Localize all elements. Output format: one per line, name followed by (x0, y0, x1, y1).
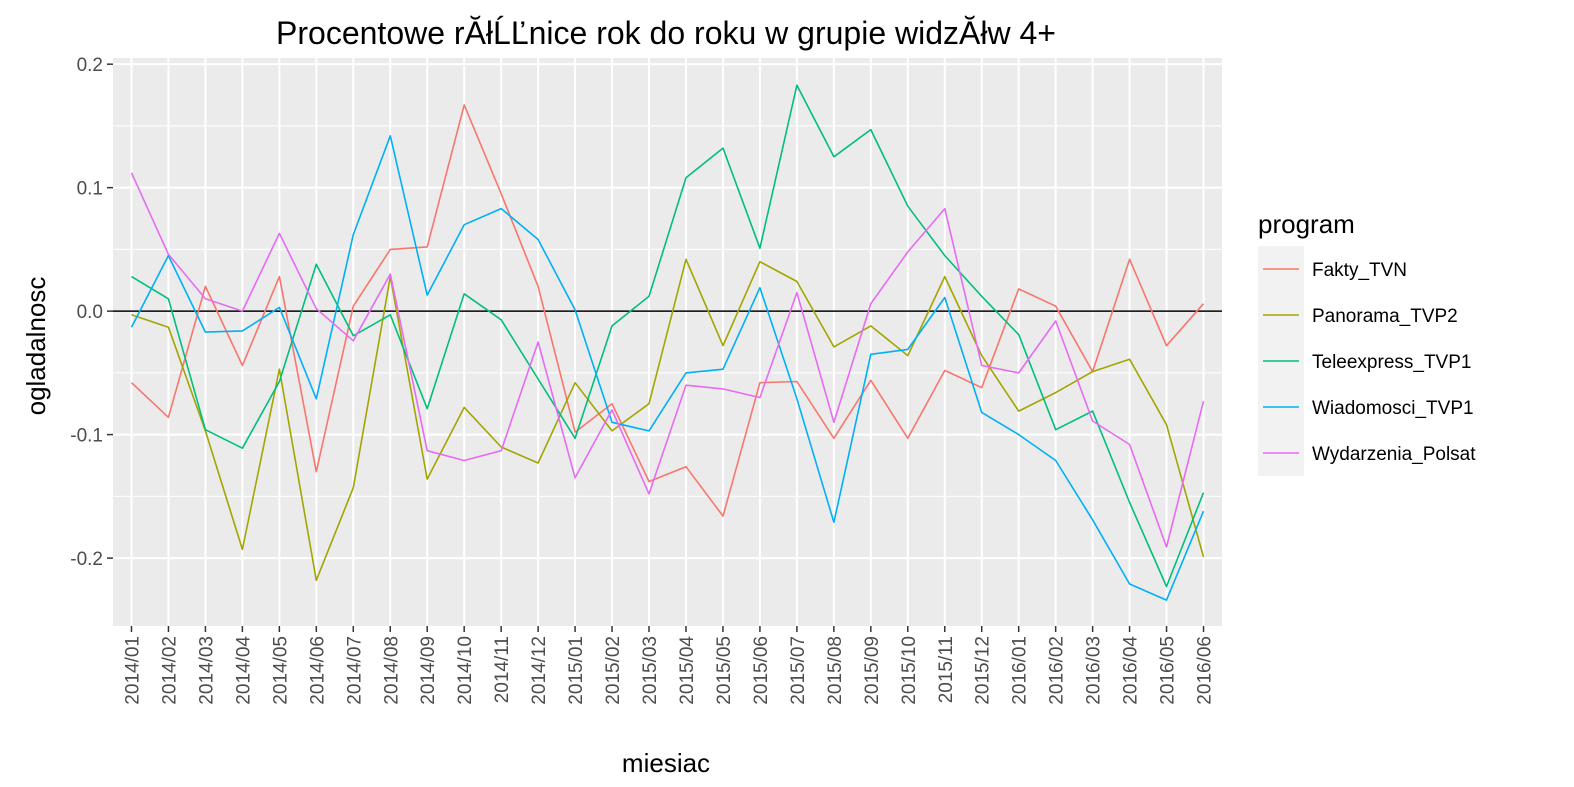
series-lines (130, 84, 1205, 601)
x-tick-label: 2016/03 (1084, 636, 1105, 705)
x-tick-label: 2015/07 (788, 636, 809, 705)
x-tick-label: 2015/09 (862, 636, 883, 705)
x-tick-label: 2014/08 (381, 636, 402, 705)
x-tick-label: 2016/01 (1010, 636, 1031, 705)
x-axis: 2014/01 2014/02 2014/03 2014/04 2014/05 2014/… (123, 626, 1216, 705)
x-tick-label: 2016/05 (1158, 636, 1179, 705)
x-tick-label: 2014/06 (307, 636, 328, 705)
x-tick-label: 2016/06 (1195, 636, 1216, 705)
y-tick-label: -0.1 (70, 426, 103, 447)
y-axis-title: ogladalnosc (21, 277, 51, 416)
legend-label: Wiadomosci_TVP1 (1312, 398, 1474, 419)
y-tick-label: -0.2 (70, 549, 103, 570)
y-tick-label: 0.2 (77, 55, 103, 76)
legend-title: program (1258, 209, 1355, 239)
x-axis-title: miesiac (622, 748, 710, 778)
x-tick-label: 2015/11 (936, 636, 957, 703)
x-tick-label: 2016/04 (1121, 636, 1142, 705)
x-tick-label: 2014/11 (492, 636, 513, 703)
x-tick-label: 2015/10 (899, 636, 920, 705)
x-tick-label: 2015/12 (973, 636, 994, 705)
x-tick-label: 2015/03 (640, 636, 661, 705)
y-axis: -0.2 -0.1 0.0 0.1 0.2 (70, 55, 113, 570)
x-tick-label: 2015/06 (751, 636, 772, 705)
legend-label: Panorama_TVP2 (1312, 306, 1458, 327)
x-tick-label: 2014/02 (159, 636, 180, 705)
series-line-wiadomosci-tvp1 (130, 135, 1205, 601)
x-tick-label: 2014/09 (418, 636, 439, 705)
x-tick-label: 2015/05 (714, 636, 735, 705)
legend: program Fakty_TVN Panorama_TVP2 Teleexpres… (1258, 209, 1476, 476)
series-line-wydarzenia-polsat (130, 172, 1205, 548)
x-tick-label: 2014/07 (344, 636, 365, 705)
x-tick-label: 2014/12 (529, 636, 550, 705)
x-tick-label: 2014/05 (270, 636, 291, 705)
series-line-fakty-tvn (130, 104, 1205, 517)
series-line-teleexpress-tvp1 (131, 84, 1205, 588)
legend-label: Wydarzenia_Polsat (1312, 444, 1476, 465)
x-tick-label: 2015/02 (603, 636, 624, 705)
x-tick-label: 2014/10 (455, 636, 476, 705)
series-line-panorama-tvp2 (131, 258, 1205, 582)
x-tick-label: 2015/04 (677, 636, 698, 705)
x-tick-label: 2016/02 (1047, 636, 1068, 705)
x-tick-label: 2014/03 (196, 636, 217, 705)
x-tick-label: 2015/01 (566, 636, 587, 705)
y-tick-label: 0.0 (77, 302, 103, 323)
y-tick-label: 0.1 (77, 179, 103, 200)
x-tick-label: 2014/01 (123, 636, 144, 705)
plot-panel (113, 58, 1222, 626)
x-tick-label: 2014/04 (233, 636, 254, 705)
x-tick-label: 2015/08 (825, 636, 846, 705)
legend-label: Fakty_TVN (1312, 260, 1407, 281)
grid-major (113, 58, 1222, 626)
legend-label: Teleexpress_TVP1 (1312, 352, 1471, 373)
chart-title: Procentowe rĂłĹĽnice rok do roku w grupi… (276, 15, 1056, 51)
